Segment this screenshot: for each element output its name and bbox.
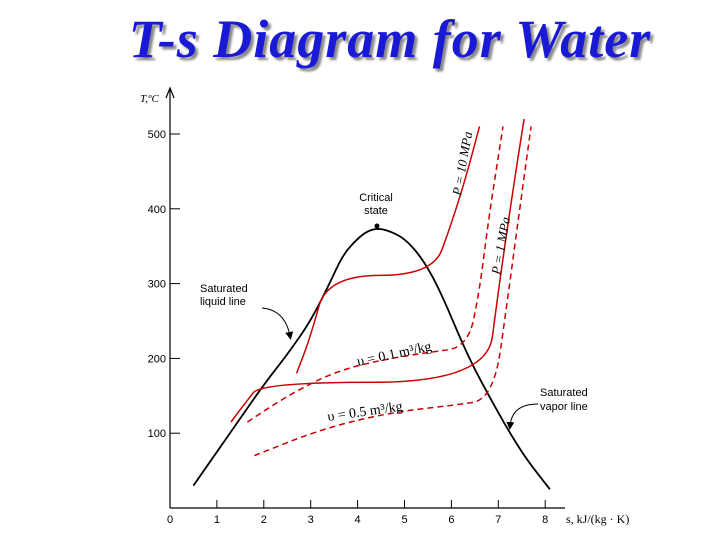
- x-tick-label: 2: [261, 514, 267, 526]
- y-axis-arrow-icon: [165, 86, 175, 99]
- saturation-dome-curve: [192, 228, 551, 490]
- critical-state-line-2: state: [364, 205, 388, 217]
- x-tick-label: 4: [355, 514, 361, 526]
- saturated-vapor-label-line-2: vapor line: [540, 401, 588, 413]
- y-tick-label: 300: [148, 279, 166, 291]
- series-curve-3: [246, 126, 504, 423]
- y-tick-label: 500: [148, 129, 166, 141]
- saturated-vapor-pointer: [506, 403, 539, 430]
- slide-title: T-s Diagram for Water: [128, 9, 652, 69]
- x-tick-label: 8: [542, 514, 548, 526]
- curves: [192, 118, 551, 490]
- x-tick-label: 7: [495, 514, 501, 526]
- y-axis-label: T,ºC: [140, 93, 159, 105]
- saturated-liquid-pointer: [261, 307, 294, 340]
- saturated-liquid-label-line-2: liquid line: [200, 296, 246, 308]
- series-curve-2: [230, 118, 525, 423]
- x-tick-label: 1: [214, 514, 220, 526]
- saturated-vapor-label-line-1: Saturated: [540, 387, 588, 399]
- y-ticks: 100 200 300 400 500: [148, 129, 180, 440]
- pressure-10mpa-label: P = 10 MPa: [449, 130, 475, 198]
- x-tick-label: 6: [448, 514, 454, 526]
- x-ticks: 0 1 2 3 4 5 6 7 8: [167, 500, 548, 526]
- x-tick-label: 0: [167, 514, 173, 526]
- x-tick-label: 5: [401, 514, 407, 526]
- critical-state-line-1: Critical: [359, 192, 393, 204]
- series-curve-1: [295, 126, 481, 374]
- x-tick-label: 3: [308, 514, 314, 526]
- volume-0-5-label: υ = 0.5 m³/kg: [326, 400, 403, 425]
- series-curve-4: [254, 126, 532, 457]
- y-tick-label: 100: [148, 428, 166, 440]
- saturated-liquid-label-line-1: Saturated: [200, 283, 248, 295]
- pressure-1mpa-label: P = 1 MPa: [488, 215, 513, 276]
- volume-0-1-label: υ = 0.1 m³/kg: [356, 339, 433, 369]
- x-axis-label: s, kJ/(kg · K): [566, 512, 629, 526]
- y-tick-label: 400: [148, 204, 166, 216]
- y-tick-label: 200: [148, 353, 166, 365]
- critical-point: [374, 223, 380, 229]
